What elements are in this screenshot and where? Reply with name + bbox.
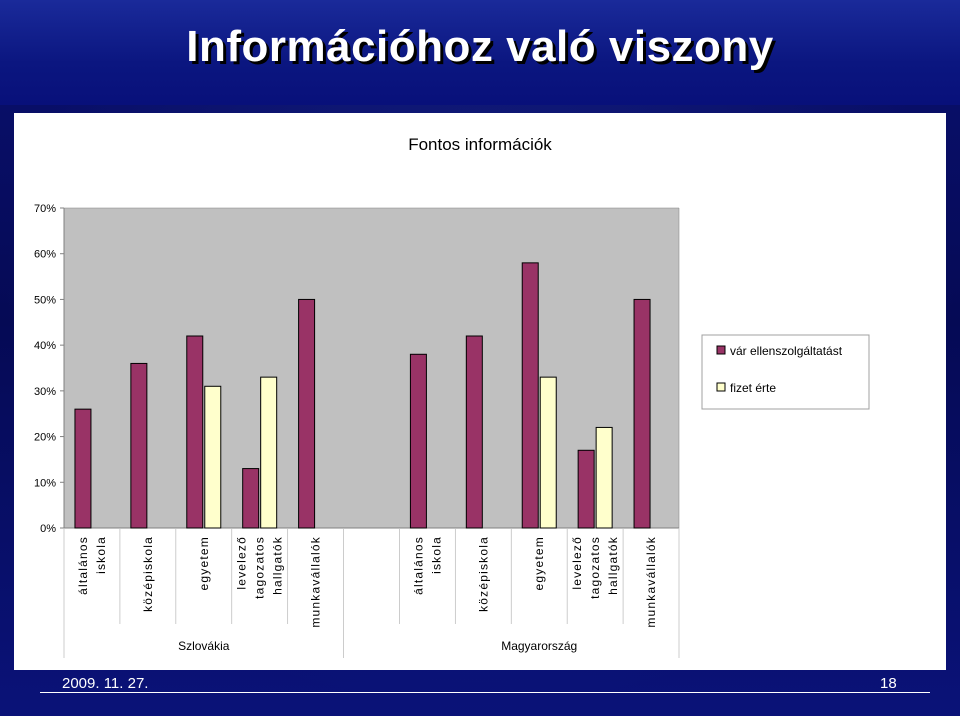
x-tick-label: középiskola: [476, 536, 490, 612]
legend-swatch: [716, 345, 726, 355]
group-labels: Szlovákia Magyarország: [63, 624, 680, 658]
y-tick-label: 60%: [34, 249, 56, 261]
legend-box: [701, 334, 870, 410]
bar-fizet-erte: [260, 376, 278, 529]
x-tick-label: levelező: [235, 536, 249, 590]
slide-number: 18: [880, 675, 897, 692]
x-tick-label: munkavállalók: [644, 536, 658, 628]
x-tick-label: levelező: [570, 536, 584, 590]
x-tick-label: tagozatos: [253, 536, 267, 599]
x-tick-label: egyetem: [197, 536, 211, 590]
slide-title: Információhoz való viszony: [186, 22, 774, 71]
plot-area: [64, 208, 679, 528]
legend-label: vár ellenszolgáltatást: [730, 344, 843, 358]
bar-fizet-erte: [539, 376, 557, 529]
x-tick-label: egyetem: [532, 536, 546, 590]
bar-var-ellenszolgaltatast: [242, 468, 260, 529]
bar-var-ellenszolgaltatast: [577, 449, 595, 529]
bar-var-ellenszolgaltatast: [521, 262, 539, 529]
x-tick-label: általános: [76, 536, 90, 595]
y-tick-label: 10%: [34, 477, 56, 489]
x-tick-label: iskola: [429, 536, 443, 574]
title-band: [0, 0, 960, 105]
legend: vár ellenszolgáltatást fizet érte: [701, 334, 870, 410]
group-label: Szlovákia: [178, 639, 230, 653]
y-tick-label: 20%: [34, 432, 56, 444]
bar-var-ellenszolgaltatast: [633, 298, 651, 529]
group-label: Magyarország: [501, 639, 577, 653]
footer-date: 2009. 11. 27.: [62, 675, 149, 692]
chart-panel: Fontos információk 0% 10% 20% 30% 40% 50% 60% 7…: [14, 113, 946, 670]
x-tick-label: tagozatos: [588, 536, 602, 599]
bars: [74, 262, 651, 529]
x-tick-label: általános: [411, 536, 425, 595]
axes: 0% 10% 20% 30% 40% 50% 60% 70%: [34, 203, 680, 624]
legend-label: fizet érte: [730, 381, 776, 395]
bar-var-ellenszolgaltatast: [465, 335, 483, 529]
bar-var-ellenszolgaltatast: [130, 362, 148, 529]
chart-svg: Fontos információk 0% 10% 20% 30% 40% 50% 60% 7…: [34, 135, 870, 658]
x-tick-label: iskola: [94, 536, 108, 574]
bar-var-ellenszolgaltatast: [74, 408, 92, 529]
y-tick-label: 0%: [40, 523, 56, 535]
bar-fizet-erte: [595, 426, 613, 529]
y-tick-label: 40%: [34, 340, 56, 352]
bar-var-ellenszolgaltatast: [409, 353, 427, 529]
x-tick-labels: általános iskola középiskola egyetem levelez…: [76, 536, 658, 628]
x-tick-label: hallgatók: [606, 536, 620, 595]
x-tick-label: hallgatók: [271, 536, 285, 595]
bar-var-ellenszolgaltatast: [298, 298, 316, 529]
legend-swatch: [716, 382, 726, 392]
bar-var-ellenszolgaltatast: [186, 335, 204, 529]
y-tick-label: 30%: [34, 386, 56, 398]
y-tick-label: 70%: [34, 203, 56, 215]
y-tick-label: 50%: [34, 294, 56, 306]
chart-title: Fontos információk: [408, 135, 552, 154]
bar-fizet-erte: [204, 385, 222, 529]
x-tick-label: középiskola: [141, 536, 155, 612]
footer-line: [40, 692, 930, 693]
x-tick-label: munkavállalók: [309, 536, 323, 628]
